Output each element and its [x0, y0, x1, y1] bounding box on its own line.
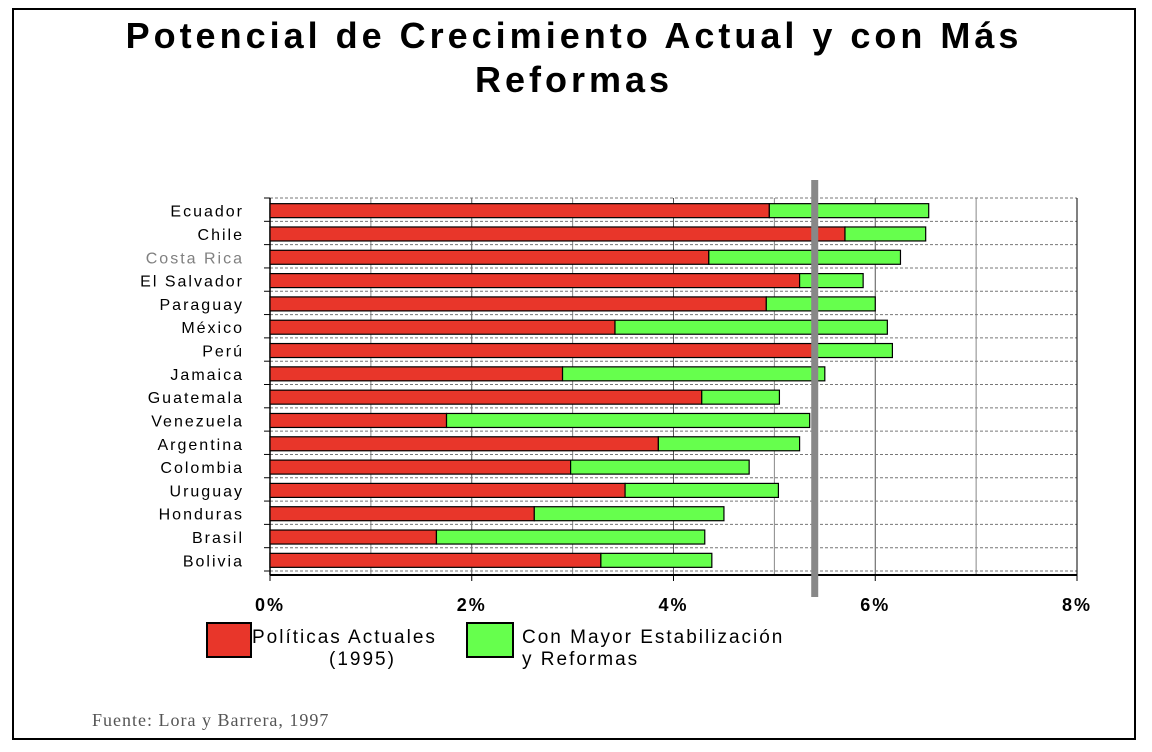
legend-label-current-policies-line-1: Políticas Actuales [252, 627, 437, 648]
chart-title-line-1: Potencial de Crecimiento Actual y con Má… [125, 15, 1023, 56]
bar-more-reforms [600, 552, 713, 568]
category-label: Chile [198, 227, 244, 244]
bar-current-policies [269, 506, 535, 522]
bar-current-policies [269, 529, 438, 545]
category-label: Guatemala [148, 390, 244, 407]
bar-more-reforms [624, 482, 780, 499]
bar-current-policies [269, 272, 801, 289]
x-tick-label: 4% [658, 595, 688, 615]
bar-more-reforms [657, 436, 801, 452]
category-label: Argentina [158, 437, 245, 454]
bar-current-policies [269, 319, 616, 335]
bar-current-policies [269, 226, 846, 242]
bar-more-reforms [435, 529, 706, 545]
legend-label-more-reforms-line-1: Con Mayor Estabilización [522, 627, 785, 648]
bar-current-policies [269, 459, 572, 475]
chart-title: Potencial de Crecimiento Actual y con Má… [12, 14, 1136, 102]
x-tick-label: 0% [255, 595, 285, 615]
bar-more-reforms [768, 203, 930, 219]
bar-current-policies [269, 389, 703, 405]
bar-current-policies [269, 552, 602, 568]
source-note: Fuente: Lora y Barrera, 1997 [92, 710, 330, 730]
category-label: México [181, 320, 244, 337]
x-tick-label: 6% [860, 595, 890, 615]
bar-current-policies [269, 366, 564, 382]
category-label: Jamaica [170, 367, 244, 384]
category-label: Colombia [160, 460, 244, 477]
legend-label-more-reforms-line-2: y Reformas [522, 649, 640, 670]
bar-current-policies [269, 296, 767, 312]
category-label: Costa Rica [146, 250, 244, 267]
bar-more-reforms [570, 459, 750, 475]
bar-more-reforms [765, 296, 876, 312]
category-label: Perú [202, 344, 244, 361]
chart-title-line-2: Reformas [474, 59, 674, 100]
legend-label-more-reforms: Con Mayor Estabilización y Reformas [522, 627, 784, 671]
bar-more-reforms [844, 226, 927, 242]
category-label: Ecuador [170, 204, 244, 221]
bar-more-reforms [701, 389, 781, 405]
legend-swatch-current-policies [206, 622, 252, 658]
bar-more-reforms [798, 272, 864, 289]
category-label: Venezuela [151, 413, 244, 430]
bar-current-policies [269, 249, 710, 265]
bar-current-policies [269, 203, 770, 219]
legend-label-current-policies: Políticas Actuales (1995) [252, 627, 437, 671]
bar-current-policies [269, 436, 659, 452]
legend-label-current-policies-line-2: (1995) [329, 649, 396, 670]
bar-more-reforms [708, 249, 902, 265]
category-label: Brasil [192, 530, 244, 547]
legend-swatch-more-reforms [466, 622, 514, 658]
category-label: El Salvador [140, 274, 244, 291]
bar-more-reforms [614, 319, 888, 335]
bar-more-reforms [814, 342, 893, 359]
x-tick-label: 8% [1062, 595, 1092, 615]
category-label: Honduras [159, 507, 244, 524]
x-tick-label: 2% [457, 595, 487, 615]
bar-more-reforms [561, 366, 826, 382]
category-label: Uruguay [170, 483, 244, 500]
category-label: Bolivia [183, 553, 244, 570]
bar-more-reforms [533, 506, 725, 522]
bar-more-reforms [445, 412, 811, 429]
bar-current-policies [269, 342, 816, 359]
category-label: Paraguay [160, 297, 245, 314]
bar-current-policies [269, 482, 626, 499]
bar-current-policies [269, 412, 448, 429]
